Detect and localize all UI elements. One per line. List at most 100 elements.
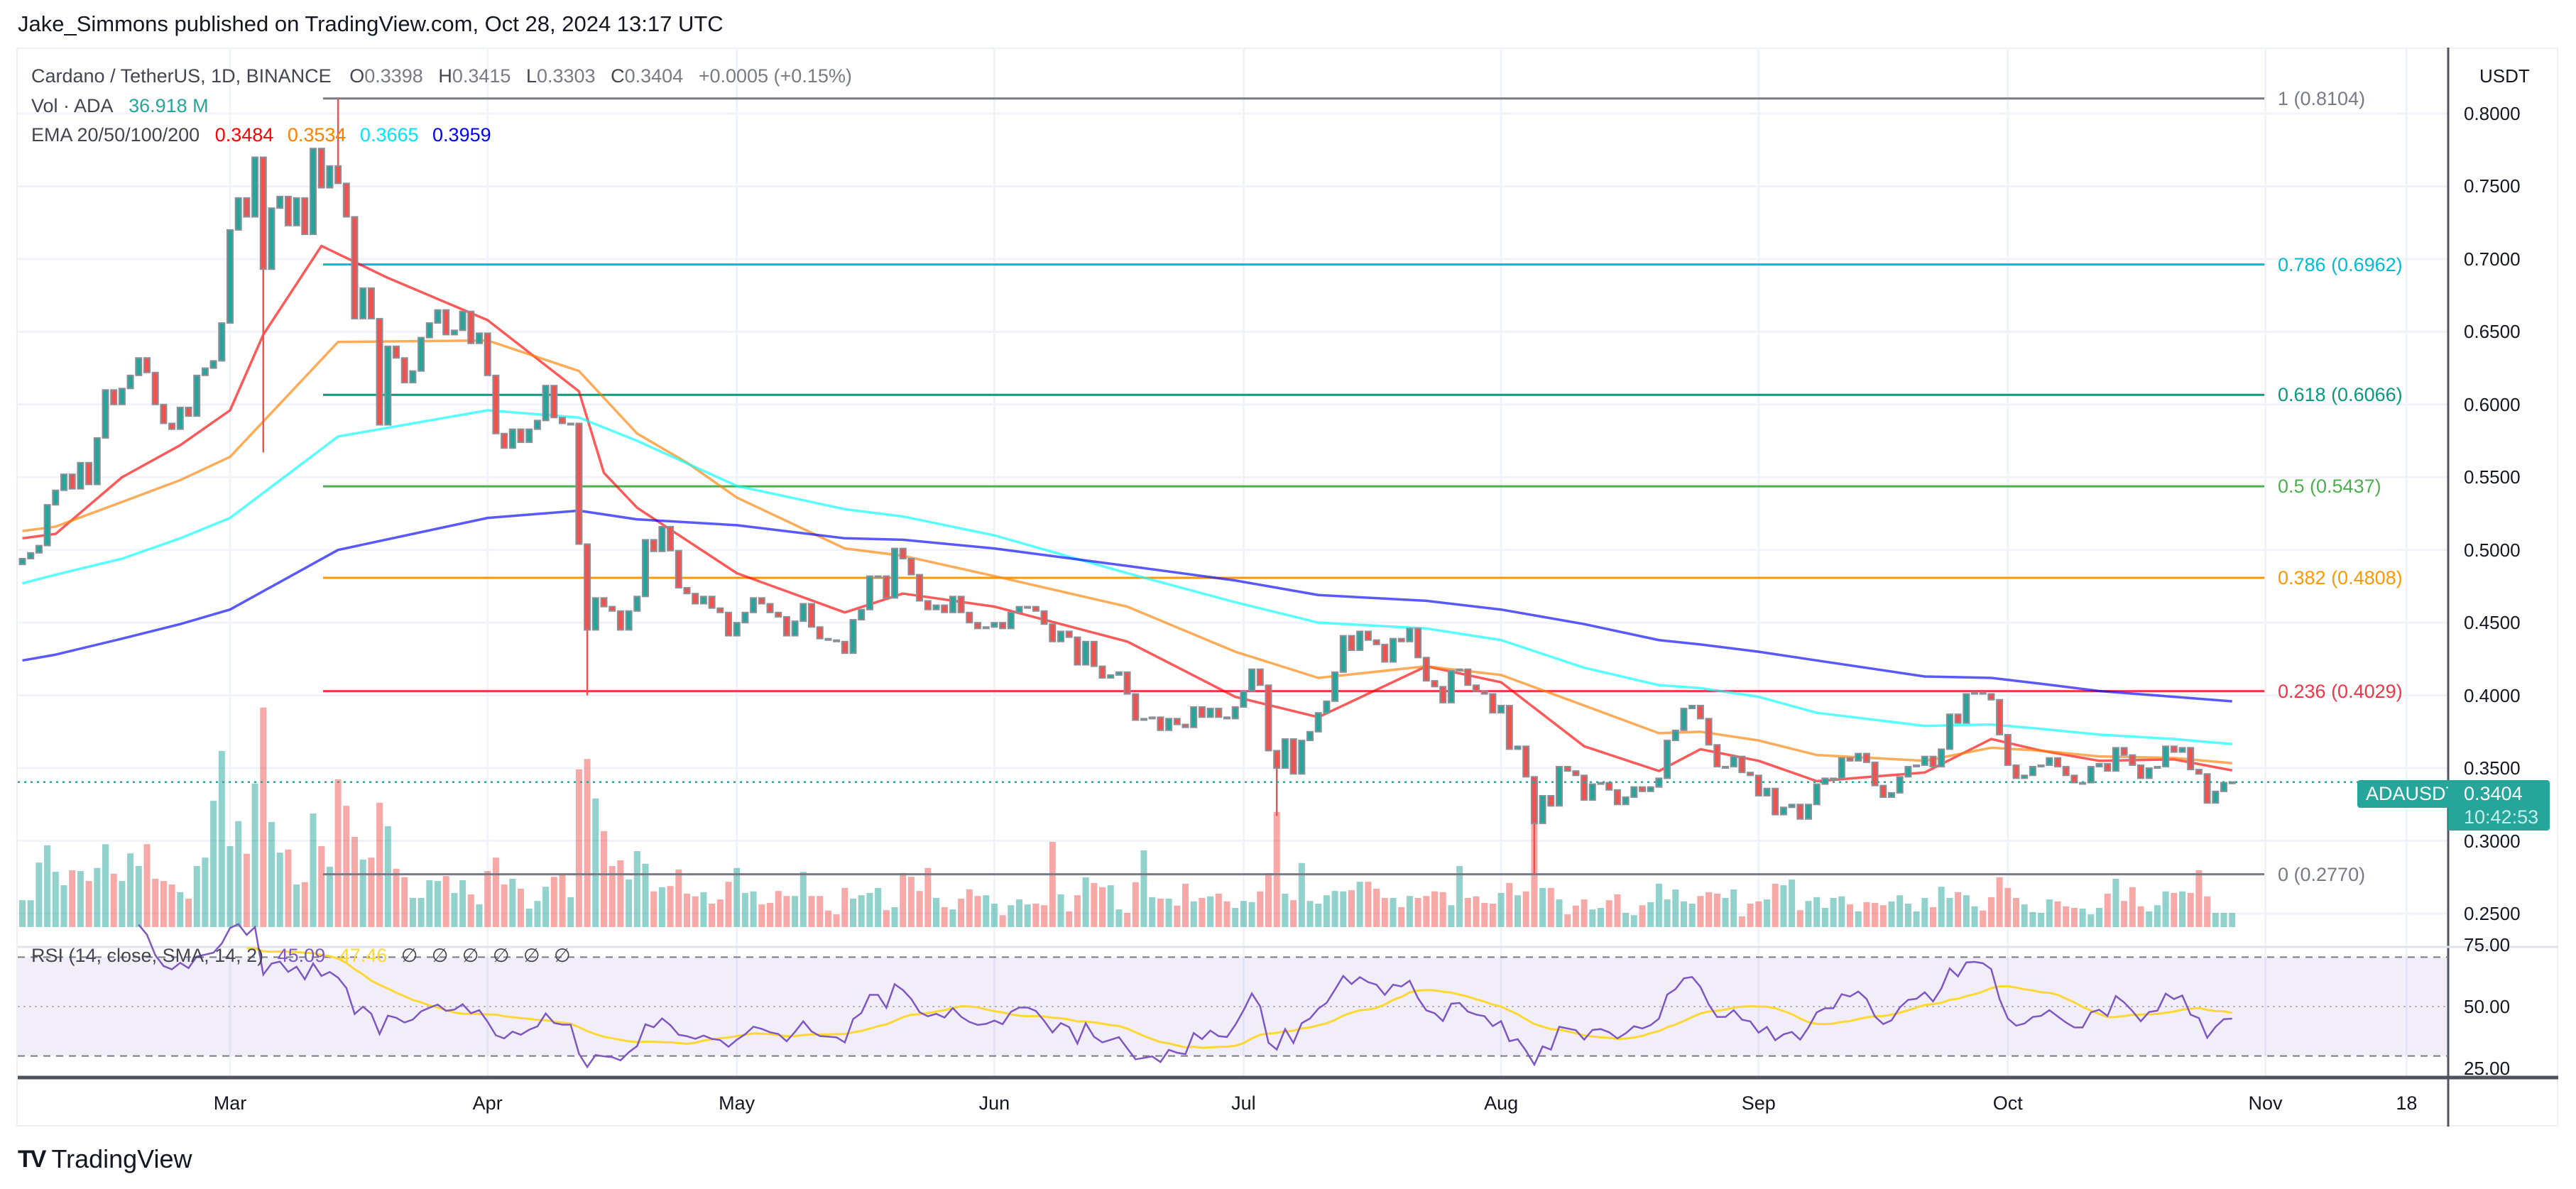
- candle: [1265, 684, 1272, 752]
- candle: [1871, 761, 1879, 787]
- volume-bar: [1971, 906, 1978, 927]
- candle: [209, 360, 217, 369]
- volume-bar: [1215, 893, 1222, 927]
- volume-bar: [417, 897, 425, 927]
- candle: [650, 539, 657, 552]
- candle: [1921, 755, 1928, 766]
- candle: [1639, 786, 1646, 792]
- candle: [1057, 630, 1064, 642]
- volume-bar: [2179, 891, 2185, 927]
- volume-bar: [2029, 911, 2036, 927]
- candle: [1904, 766, 1912, 778]
- candle: [1597, 782, 1605, 785]
- na-value: ∅: [400, 945, 418, 966]
- footer-brand[interactable]: TV TradingView: [18, 1144, 192, 1174]
- candle: [1730, 755, 1737, 768]
- close-value: 0.3404: [624, 65, 684, 87]
- volume-bar: [210, 801, 217, 927]
- candle: [110, 389, 118, 405]
- volume-bar: [883, 910, 890, 927]
- candle: [1098, 665, 1106, 679]
- candle: [633, 596, 641, 612]
- volume-bar: [19, 900, 26, 927]
- volume-bar: [376, 802, 383, 927]
- candle: [766, 603, 774, 613]
- fib-level-label: 1 (0.8104): [2278, 87, 2366, 109]
- candle: [1181, 723, 1189, 728]
- time-axis-label: Oct: [1992, 1092, 2023, 1114]
- candle: [1671, 729, 1679, 742]
- volume-bar: [725, 882, 732, 927]
- candle: [2154, 766, 2161, 769]
- volume-bar: [1016, 899, 1022, 927]
- volume-bar: [1630, 915, 1637, 927]
- volume-bar: [1431, 891, 1438, 927]
- volume-bar: [1564, 914, 1571, 927]
- candle: [501, 432, 508, 449]
- candle: [584, 543, 591, 631]
- volume-bar: [467, 894, 474, 927]
- candle: [376, 317, 383, 426]
- ema-label[interactable]: EMA 20/50/100/200: [31, 124, 200, 146]
- candle: [1190, 706, 1198, 728]
- volume-bar: [1107, 885, 1114, 927]
- candle: [2004, 733, 2012, 766]
- volume-bar: [2146, 911, 2153, 927]
- candle: [1556, 766, 1563, 807]
- volume-bar: [1738, 916, 1745, 927]
- candle: [1572, 770, 1580, 777]
- candle: [2012, 764, 2020, 779]
- candle: [1754, 774, 1762, 796]
- volume-bar: [1423, 896, 1430, 927]
- volume-bar: [301, 882, 308, 927]
- volume-bar: [1688, 904, 1696, 927]
- candle: [60, 473, 67, 491]
- currency-label[interactable]: USDT: [2479, 65, 2530, 87]
- volume-bar: [1140, 850, 1147, 927]
- candle: [1314, 712, 1322, 733]
- volume-bar: [27, 900, 34, 927]
- candle: [1157, 716, 1164, 731]
- volume-bar: [2162, 891, 2169, 927]
- candle: [2162, 745, 2170, 768]
- volume-bar: [999, 915, 1006, 927]
- symbol-title[interactable]: Cardano / TetherUS, 1D, BINANCE: [31, 65, 332, 87]
- na-value: ∅: [431, 945, 449, 966]
- candle: [1622, 796, 1630, 806]
- volume-bar: [626, 879, 633, 927]
- volume-bar: [2212, 913, 2219, 927]
- candle: [251, 156, 259, 218]
- price-tick-label: 0.5000: [2464, 539, 2521, 561]
- candle: [899, 547, 907, 559]
- volume-bar: [966, 889, 973, 927]
- candle: [1664, 740, 1671, 779]
- candle: [2120, 747, 2128, 756]
- volume-bar: [459, 880, 466, 927]
- volume-bar: [2070, 907, 2078, 927]
- candle: [35, 544, 43, 554]
- volume-bar: [160, 881, 167, 927]
- volume-label[interactable]: Vol · ADA: [31, 95, 114, 116]
- candle: [1963, 693, 1970, 724]
- volume-bar: [675, 869, 682, 927]
- candle: [1107, 674, 1115, 679]
- rsi-tick-label: 50.00: [2464, 996, 2511, 1017]
- volume-bar: [60, 885, 67, 927]
- candle: [1240, 690, 1248, 708]
- volume-bar: [941, 906, 948, 927]
- candle: [775, 611, 782, 618]
- candle: [1613, 789, 1621, 806]
- volume-bar: [866, 892, 873, 927]
- volume-bar: [384, 826, 391, 927]
- volume-bar: [792, 896, 799, 927]
- volume-bar: [1622, 913, 1630, 927]
- volume-bar: [1722, 897, 1729, 927]
- volume-bar: [1199, 897, 1206, 927]
- candle: [957, 596, 965, 613]
- volume-bar: [1713, 893, 1720, 927]
- volume-bar: [592, 798, 599, 927]
- rsi-label[interactable]: RSI (14, close, SMA, 14, 2): [31, 945, 264, 966]
- candle: [799, 603, 807, 623]
- volume-bar: [1605, 900, 1612, 927]
